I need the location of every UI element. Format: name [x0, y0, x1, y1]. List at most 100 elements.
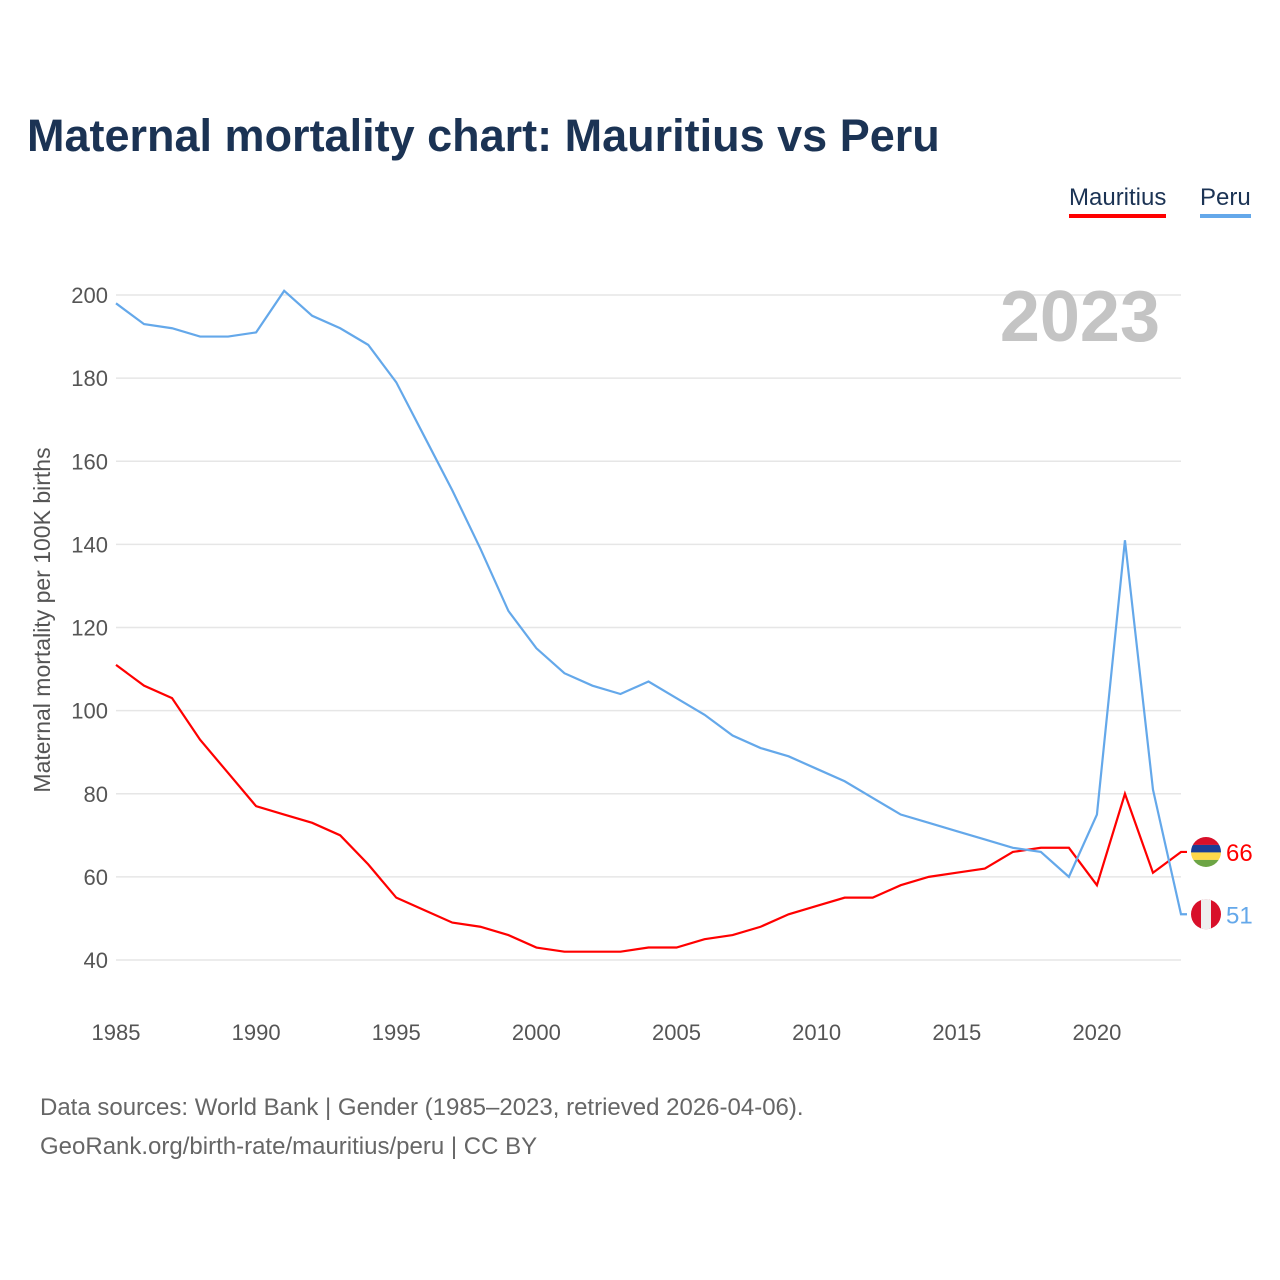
- data-point: [226, 335, 230, 339]
- data-point: [422, 908, 426, 912]
- data-point: [815, 904, 819, 908]
- data-point: [254, 804, 258, 808]
- data-point: [1123, 538, 1127, 542]
- data-point: [871, 896, 875, 900]
- data-point: [759, 925, 763, 929]
- data-point: [534, 946, 538, 950]
- data-point: [927, 821, 931, 825]
- chart-title: Maternal mortality chart: Mauritius vs P…: [27, 110, 940, 161]
- data-point: [1151, 788, 1155, 792]
- y-tick-label: 120: [71, 616, 108, 641]
- data-point: [506, 609, 510, 613]
- data-point: [394, 896, 398, 900]
- data-point: [478, 925, 482, 929]
- y-tick-label: 160: [71, 449, 108, 474]
- data-point: [310, 821, 314, 825]
- data-point: [562, 950, 566, 954]
- data-point: [1179, 850, 1183, 854]
- data-point: [1067, 875, 1071, 879]
- data-point: [534, 646, 538, 650]
- data-point: [1039, 850, 1043, 854]
- data-point: [787, 912, 791, 916]
- data-point: [450, 488, 454, 492]
- data-point: [1179, 912, 1183, 916]
- data-point: [310, 314, 314, 318]
- series-line-peru: [115, 289, 1187, 916]
- data-point: [282, 813, 286, 817]
- peru-flag-icon: [1191, 899, 1221, 930]
- data-point: [787, 754, 791, 758]
- x-tick-label: 2000: [512, 1020, 561, 1045]
- data-point: [478, 547, 482, 551]
- data-point: [590, 684, 594, 688]
- x-tick-label: 2015: [932, 1020, 981, 1045]
- data-point: [675, 946, 679, 950]
- source-line: Data sources: World Bank | Gender (1985–…: [40, 1094, 804, 1121]
- data-point: [1123, 792, 1127, 796]
- data-point: [731, 933, 735, 937]
- data-point: [843, 896, 847, 900]
- data-point: [871, 796, 875, 800]
- data-point: [1011, 850, 1015, 854]
- data-point: [983, 867, 987, 871]
- data-point: [450, 921, 454, 925]
- data-point: [955, 829, 959, 833]
- y-tick-label: 40: [84, 948, 108, 973]
- data-point: [1095, 883, 1099, 887]
- legend-peru[interactable]: Peru: [1200, 184, 1251, 218]
- data-point: [927, 875, 931, 879]
- data-point: [1067, 846, 1071, 850]
- data-point: [142, 322, 146, 326]
- data-point: [338, 833, 342, 837]
- data-point: [675, 696, 679, 700]
- data-point: [759, 746, 763, 750]
- end-value-label: 51: [1226, 902, 1253, 929]
- data-point: [282, 289, 286, 293]
- series-line-mauritius: [115, 664, 1187, 953]
- y-tick-label: 100: [71, 699, 108, 724]
- data-point: [1095, 813, 1099, 817]
- legend-mauritius[interactable]: Mauritius: [1069, 184, 1167, 218]
- x-tick-label: 1985: [92, 1020, 141, 1045]
- data-point: [394, 380, 398, 384]
- data-point: [198, 335, 202, 339]
- data-point: [338, 326, 342, 330]
- data-point: [170, 326, 174, 330]
- data-point: [226, 771, 230, 775]
- data-point: [731, 734, 735, 738]
- data-point: [618, 692, 622, 696]
- data-point: [366, 862, 370, 866]
- x-tick-label: 1995: [372, 1020, 421, 1045]
- x-tick-label: 1990: [232, 1020, 281, 1045]
- data-point: [843, 779, 847, 783]
- data-point: [955, 871, 959, 875]
- data-point: [422, 434, 426, 438]
- data-point: [114, 301, 118, 305]
- source-note: Data sources: World Bank | Gender (1985–…: [40, 1088, 804, 1166]
- data-point: [198, 738, 202, 742]
- source-url[interactable]: GeoRank.org/birth-rate/mauritius/peru | …: [40, 1133, 538, 1160]
- data-point: [647, 946, 651, 950]
- year-label: 2023: [1000, 277, 1160, 357]
- data-point: [1039, 846, 1043, 850]
- y-tick-label: 200: [71, 283, 108, 308]
- y-tick-label: 140: [71, 532, 108, 557]
- data-point: [1011, 846, 1015, 850]
- data-point: [506, 933, 510, 937]
- y-tick-label: 60: [84, 865, 108, 890]
- data-point: [703, 713, 707, 717]
- end-value-label: 66: [1226, 840, 1253, 867]
- x-tick-label: 2020: [1072, 1020, 1121, 1045]
- data-point: [366, 343, 370, 347]
- data-point: [562, 671, 566, 675]
- data-point: [899, 813, 903, 817]
- data-point: [1151, 871, 1155, 875]
- data-point: [899, 883, 903, 887]
- data-point: [114, 663, 118, 667]
- data-point: [983, 837, 987, 841]
- data-point: [170, 696, 174, 700]
- data-point: [590, 950, 594, 954]
- y-tick-label: 80: [84, 782, 108, 807]
